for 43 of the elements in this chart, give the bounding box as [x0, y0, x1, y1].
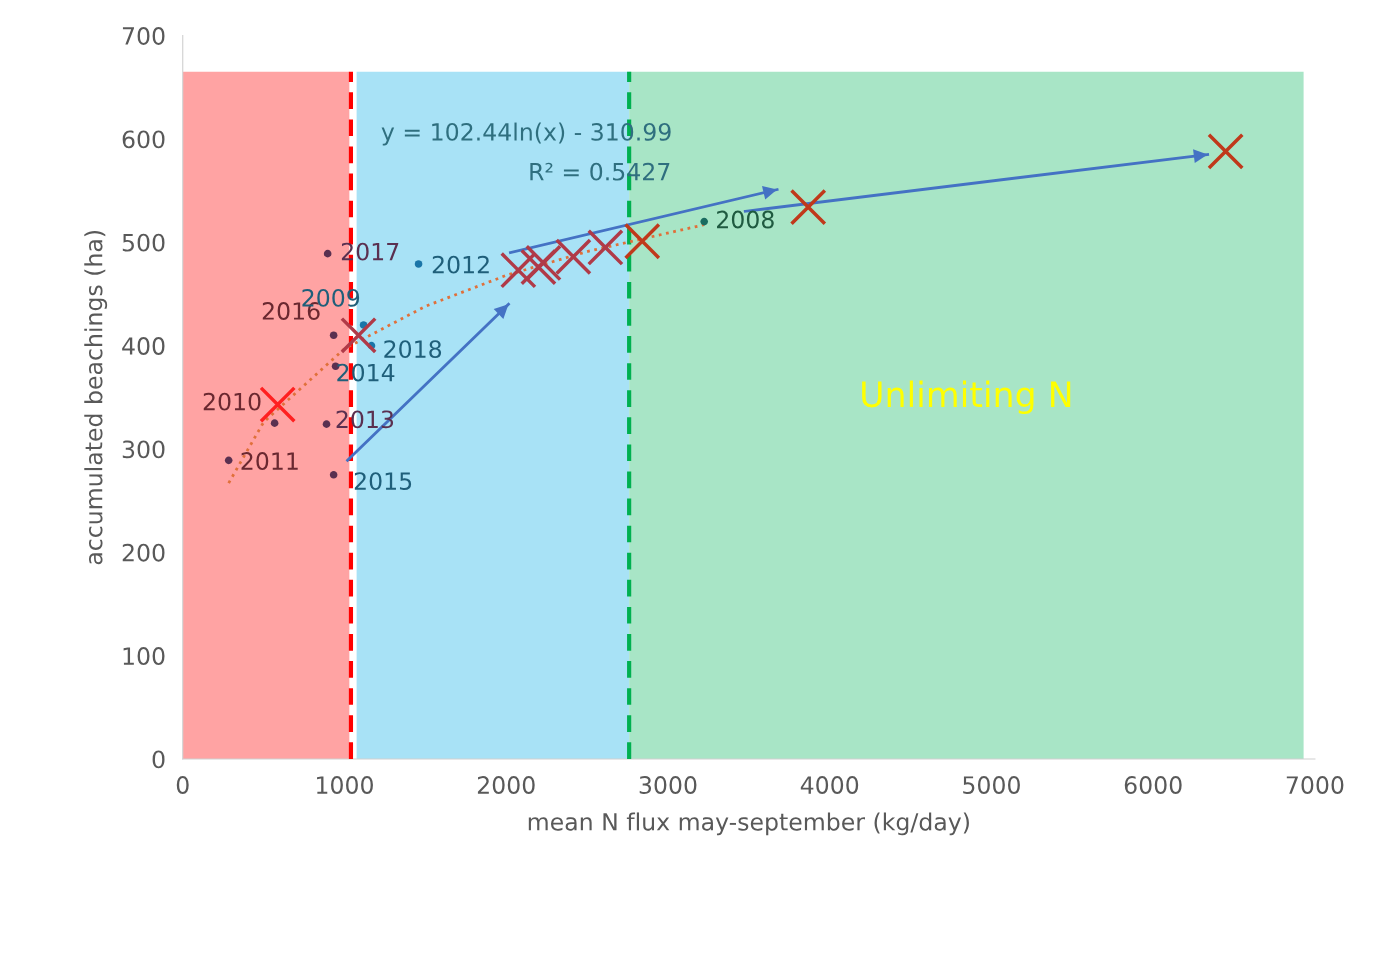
annotation: 2008: [717, 210, 774, 229]
y-tick-label: 200: [122, 543, 165, 562]
x-tick-label: 4000: [800, 776, 859, 794]
y-tick-label: 500: [122, 233, 165, 252]
point: [323, 249, 332, 258]
x-tick-label: 6000: [1124, 776, 1182, 794]
x-axis-title: mean N flux may-september (kg/day): [528, 812, 969, 836]
point: [259, 386, 297, 423]
annotation: 2017: [341, 242, 399, 261]
y-tick-label: 400: [122, 337, 165, 355]
x-tick-label: 5000: [963, 776, 1020, 794]
annotation: R² = 0.5427: [530, 162, 670, 181]
point: [270, 419, 279, 427]
annotation: 2018: [384, 340, 442, 359]
point: [586, 229, 624, 266]
point: [224, 456, 233, 465]
y-tick-label: 100: [123, 647, 165, 665]
annotation: 2012: [432, 255, 489, 274]
point: [700, 217, 708, 226]
point: [329, 331, 338, 340]
point: [329, 471, 338, 479]
x-tick-label: 3000: [639, 776, 697, 794]
annotation: y = 102.44ln(x) - 310.99: [381, 122, 671, 146]
x-tick-label: 1000: [317, 776, 373, 794]
point: [554, 238, 592, 276]
annotation: 2011: [241, 452, 298, 470]
x-tick-label: 0: [176, 776, 189, 794]
point: [414, 260, 423, 268]
y-axis-title: accumulated beachings (ha): [84, 230, 108, 565]
point: [322, 420, 331, 428]
x-tick-label: 2000: [477, 776, 535, 794]
point: [789, 188, 827, 226]
y-tick-label: 600: [122, 130, 165, 149]
x-tick-label: 7000: [1286, 776, 1344, 794]
point: [499, 251, 537, 289]
point: [1207, 132, 1245, 170]
point: [623, 222, 661, 260]
band-label: Unlimiting N: [862, 380, 1071, 415]
point: [340, 316, 377, 354]
y-tick-label: 0: [152, 750, 165, 769]
annotation: 2010: [203, 392, 261, 411]
y-tick-label: 700: [122, 27, 165, 45]
y-tick-label: 300: [122, 440, 165, 459]
